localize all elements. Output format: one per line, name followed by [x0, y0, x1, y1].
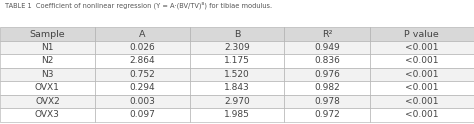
Bar [190, 68, 284, 81]
Bar [284, 95, 370, 108]
Text: N2: N2 [41, 56, 54, 65]
Text: <0.001: <0.001 [405, 110, 438, 119]
Text: <0.001: <0.001 [405, 83, 438, 92]
Bar [284, 81, 370, 95]
Bar [0, 27, 95, 41]
Bar [284, 68, 370, 81]
Text: 0.836: 0.836 [314, 56, 340, 65]
Bar [0, 68, 95, 81]
Bar [0, 81, 95, 95]
Text: 0.978: 0.978 [314, 97, 340, 106]
Bar [190, 41, 284, 54]
Bar [370, 108, 474, 122]
Text: 0.982: 0.982 [314, 83, 340, 92]
Text: 2.970: 2.970 [224, 97, 250, 106]
Text: 0.976: 0.976 [314, 70, 340, 79]
Bar [0, 95, 95, 108]
Text: 2.864: 2.864 [129, 56, 155, 65]
Text: 0.003: 0.003 [129, 97, 155, 106]
Text: 0.972: 0.972 [314, 110, 340, 119]
Text: <0.001: <0.001 [405, 97, 438, 106]
Text: OVX1: OVX1 [35, 83, 60, 92]
Text: 1.843: 1.843 [224, 83, 250, 92]
Bar [370, 27, 474, 41]
Bar [95, 27, 190, 41]
Text: <0.001: <0.001 [405, 56, 438, 65]
Bar [370, 81, 474, 95]
Bar [370, 95, 474, 108]
Bar [370, 54, 474, 68]
Bar [190, 108, 284, 122]
Bar [95, 81, 190, 95]
Bar [0, 108, 95, 122]
Bar [370, 68, 474, 81]
Bar [284, 108, 370, 122]
Bar [95, 54, 190, 68]
Bar [284, 41, 370, 54]
Bar [370, 41, 474, 54]
Text: 1.520: 1.520 [224, 70, 250, 79]
Bar [0, 41, 95, 54]
Text: N3: N3 [41, 70, 54, 79]
Text: TABLE 1  Coefficient of nonlinear regression (Y = A·(BV/TV)ᴮ) for tibiae modulus: TABLE 1 Coefficient of nonlinear regress… [5, 2, 272, 9]
Text: 0.752: 0.752 [129, 70, 155, 79]
Text: Sample: Sample [29, 30, 65, 39]
Text: OVX3: OVX3 [35, 110, 60, 119]
Bar [95, 108, 190, 122]
Text: <0.001: <0.001 [405, 43, 438, 52]
Text: P value: P value [404, 30, 439, 39]
Text: <0.001: <0.001 [405, 70, 438, 79]
Text: B: B [234, 30, 240, 39]
Text: 1.985: 1.985 [224, 110, 250, 119]
Bar [95, 95, 190, 108]
Bar [95, 68, 190, 81]
Text: 2.309: 2.309 [224, 43, 250, 52]
Text: A: A [139, 30, 146, 39]
Text: 0.294: 0.294 [129, 83, 155, 92]
Bar [190, 27, 284, 41]
Bar [190, 54, 284, 68]
Bar [0, 54, 95, 68]
Text: 1.175: 1.175 [224, 56, 250, 65]
Text: 0.026: 0.026 [129, 43, 155, 52]
Text: R²: R² [322, 30, 332, 39]
Text: N1: N1 [41, 43, 54, 52]
Text: 0.949: 0.949 [314, 43, 340, 52]
Bar [190, 81, 284, 95]
Bar [284, 27, 370, 41]
Bar [95, 41, 190, 54]
Bar [284, 54, 370, 68]
Text: OVX2: OVX2 [35, 97, 60, 106]
Text: 0.097: 0.097 [129, 110, 155, 119]
Bar [190, 95, 284, 108]
